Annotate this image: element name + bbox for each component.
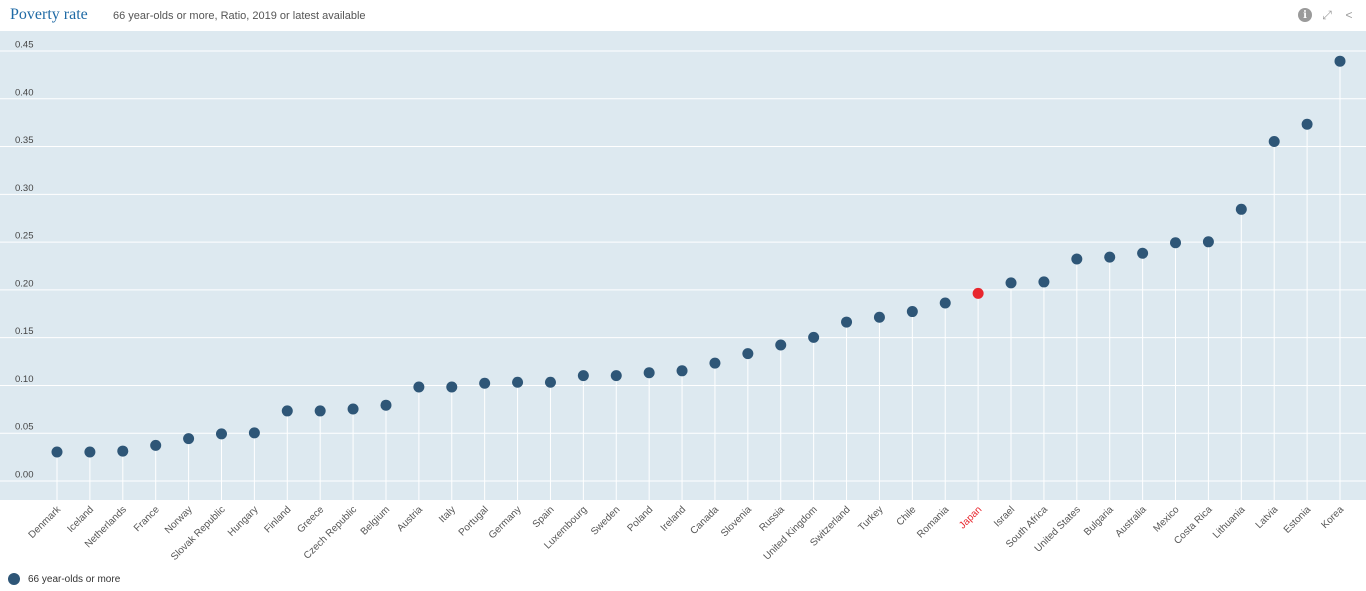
data-point xyxy=(1268,135,1280,147)
x-tick-label: Greece xyxy=(295,504,326,535)
data-point xyxy=(1005,277,1017,289)
data-point xyxy=(1038,276,1050,288)
data-point xyxy=(347,403,359,415)
x-tick-label: Iceland xyxy=(65,504,96,535)
data-point xyxy=(1104,251,1116,263)
x-tick-label: Estonia xyxy=(1282,504,1314,536)
data-point xyxy=(709,357,721,369)
data-point xyxy=(446,381,458,393)
data-point xyxy=(183,433,195,445)
x-tick-label: Japan xyxy=(957,504,984,531)
data-point xyxy=(1137,247,1149,259)
x-tick-label: Spain xyxy=(531,504,557,530)
share-icon[interactable]: < xyxy=(1345,8,1353,22)
data-point xyxy=(215,428,227,440)
x-tick-label: Canada xyxy=(689,504,722,537)
data-point xyxy=(380,399,392,411)
info-icon[interactable]: i xyxy=(1298,8,1312,22)
y-tick-label: 0.25 xyxy=(15,231,34,242)
x-tick-label: Mexico xyxy=(1151,504,1181,534)
data-point xyxy=(775,339,787,351)
data-point xyxy=(873,311,885,323)
fullscreen-icon[interactable]: ⤢ xyxy=(1322,7,1332,22)
legend-marker xyxy=(8,573,20,585)
legend: 66 year-olds or more xyxy=(8,573,120,585)
y-tick-label: 0.40 xyxy=(15,87,34,98)
data-point xyxy=(1202,236,1214,248)
x-tick-label: Bulgaria xyxy=(1082,504,1116,538)
x-tick-label: Italy xyxy=(437,504,458,525)
x-tick-label: Israel xyxy=(992,504,1017,529)
legend-label[interactable]: 66 year-olds or more xyxy=(28,573,121,585)
y-tick-label: 0.20 xyxy=(15,278,34,289)
x-tick-label: Russia xyxy=(757,504,787,534)
data-point xyxy=(51,446,63,458)
plot-area xyxy=(0,31,1366,500)
x-tick-label: Korea xyxy=(1319,504,1346,531)
data-point xyxy=(742,348,754,360)
data-point xyxy=(808,331,820,343)
y-tick-label: 0.10 xyxy=(15,374,34,385)
data-point xyxy=(1170,237,1182,249)
y-tick-label: 0.45 xyxy=(15,40,34,51)
x-tick-label: Australia xyxy=(1113,504,1149,540)
chart-subtitle: 66 year-olds or more, Ratio, 2019 or lat… xyxy=(113,10,366,22)
data-point xyxy=(1235,203,1247,215)
data-point xyxy=(150,439,162,451)
data-point xyxy=(281,405,293,417)
x-tick-label: Denmark xyxy=(27,504,64,541)
data-point xyxy=(84,446,96,458)
x-tick-label: France xyxy=(132,504,162,534)
data-point xyxy=(676,365,688,377)
data-point xyxy=(1301,118,1313,130)
data-point xyxy=(1334,55,1346,67)
x-tick-label: Finland xyxy=(262,504,293,535)
chart-header: Poverty rate 66 year-olds or more, Ratio… xyxy=(0,0,1366,31)
x-tick-label: Chile xyxy=(895,504,919,528)
x-tick-label: Lithuania xyxy=(1211,504,1248,541)
x-tick-label: Austria xyxy=(395,504,425,534)
y-tick-label: 0.00 xyxy=(15,470,34,481)
data-point xyxy=(413,381,425,393)
data-point xyxy=(1071,253,1083,265)
x-tick-label: Sweden xyxy=(589,504,622,537)
data-point xyxy=(544,376,556,388)
x-tick-label: Latvia xyxy=(1254,504,1281,531)
data-point xyxy=(906,306,918,318)
data-point xyxy=(972,287,984,299)
x-tick-label: Slovenia xyxy=(719,504,754,539)
data-point xyxy=(512,376,524,388)
x-tick-label: Ireland xyxy=(659,504,688,533)
chart-title: Poverty rate xyxy=(10,6,88,23)
data-point xyxy=(314,405,326,417)
data-point xyxy=(643,367,655,379)
data-point xyxy=(479,377,491,389)
data-point xyxy=(248,427,260,439)
data-point xyxy=(577,370,589,382)
y-tick-label: 0.35 xyxy=(15,135,34,146)
x-tick-label: Norway xyxy=(163,504,195,536)
x-tick-label: Poland xyxy=(625,504,655,534)
y-tick-label: 0.30 xyxy=(15,183,34,194)
x-tick-label: Germany xyxy=(487,504,524,541)
data-point xyxy=(939,297,951,309)
y-tick-label: 0.05 xyxy=(15,422,34,433)
chart-tools: i ⤢ < xyxy=(1298,8,1356,22)
x-tick-label: Hungary xyxy=(226,504,261,539)
x-tick-label: Belgium xyxy=(359,504,392,537)
y-tick-label: 0.15 xyxy=(15,326,34,337)
x-tick-label: Romania xyxy=(915,504,951,540)
x-tick-label: Turkey xyxy=(856,504,885,533)
data-point xyxy=(610,370,622,382)
data-point xyxy=(117,445,129,457)
data-point xyxy=(841,316,853,328)
